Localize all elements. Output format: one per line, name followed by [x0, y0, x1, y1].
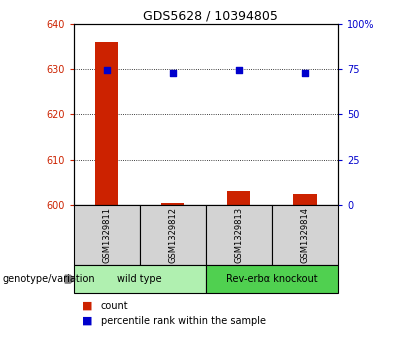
Text: ■: ■: [82, 315, 92, 326]
Text: Rev-erbα knockout: Rev-erbα knockout: [226, 274, 318, 284]
Bar: [95, 42, 118, 205]
Text: GSM1329811: GSM1329811: [102, 207, 111, 263]
Bar: [272, 205, 338, 265]
Text: GSM1329812: GSM1329812: [168, 207, 177, 263]
Bar: [294, 194, 317, 205]
Bar: [206, 265, 338, 293]
Bar: [227, 191, 250, 205]
Bar: [161, 203, 184, 205]
Bar: [74, 265, 206, 293]
Text: wild type: wild type: [117, 274, 162, 284]
Text: percentile rank within the sample: percentile rank within the sample: [101, 315, 266, 326]
Bar: [74, 205, 139, 265]
Text: count: count: [101, 301, 129, 311]
Text: ■: ■: [82, 301, 92, 311]
Text: GDS5628 / 10394805: GDS5628 / 10394805: [142, 9, 278, 22]
Text: genotype/variation: genotype/variation: [2, 274, 95, 284]
Text: GSM1329813: GSM1329813: [234, 207, 243, 263]
Point: [302, 70, 308, 76]
Text: GSM1329814: GSM1329814: [301, 207, 310, 263]
Point: [236, 67, 242, 73]
Bar: [139, 205, 206, 265]
Point: [169, 70, 176, 76]
Point: [103, 67, 110, 73]
Bar: [206, 205, 272, 265]
